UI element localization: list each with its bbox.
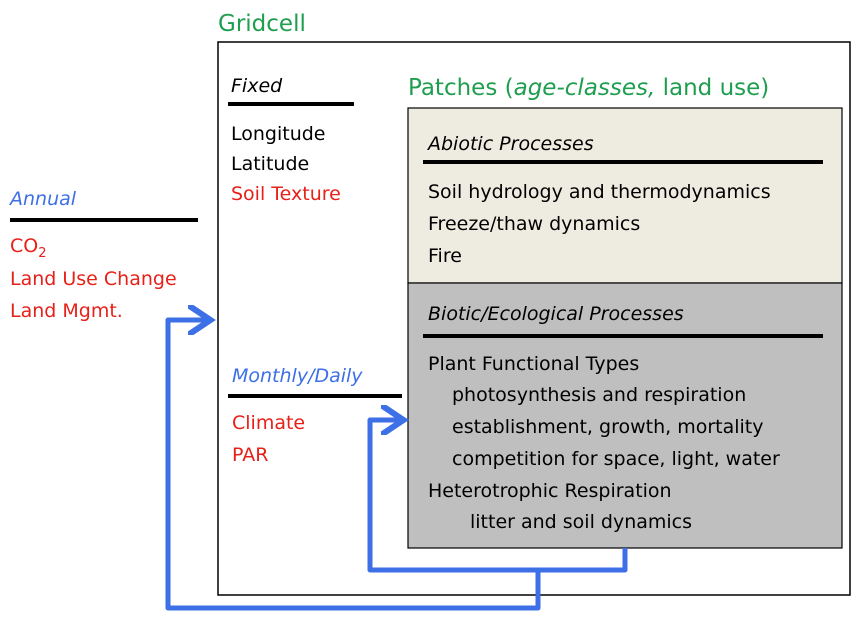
annual-co2: CO2 [10, 235, 47, 261]
monthly-item: Climate [232, 412, 305, 434]
pft-item: photosynthesis and respiration [452, 384, 746, 406]
annual-feedback-arrow [165, 320, 541, 611]
title-part: Patches ( [408, 75, 514, 101]
biotic-heading: Biotic/Ecological Processes [428, 303, 684, 325]
abiotic-item: Soil hydrology and thermodynamics [428, 181, 771, 203]
title-part: land use) [655, 75, 769, 101]
monthly-heading: Monthly/Daily [232, 365, 363, 387]
co2-sub: 2 [38, 246, 46, 261]
pft-item: establishment, growth, mortality [452, 416, 764, 438]
fixed-item: Longitude [231, 123, 326, 145]
hetero-item: litter and soil dynamics [470, 511, 692, 533]
annual-item: Land Mgmt. [10, 300, 123, 322]
annual-heading: Annual [8, 188, 77, 210]
title-part: age-classes, [514, 75, 656, 101]
monthly-feedback-arrow [367, 420, 628, 573]
pft-item: competition for space, light, water [452, 448, 780, 470]
abiotic-heading: Abiotic Processes [426, 133, 594, 155]
co2-base: CO [10, 235, 38, 257]
abiotic-box [407, 107, 843, 284]
fixed-soil: Soil Texture [231, 183, 341, 205]
fixed-heading: Fixed [231, 75, 283, 97]
abiotic-item: Fire [428, 245, 462, 267]
pft-label: Plant Functional Types [428, 353, 639, 375]
abiotic-item: Freeze/thaw dynamics [428, 213, 640, 235]
monthly-item: PAR [232, 444, 268, 466]
patches-title: Patches (age-classes, land use) [408, 75, 769, 101]
fixed-item: Latitude [231, 153, 309, 175]
gridcell-title: Gridcell [218, 11, 306, 37]
hetero-label: Heterotrophic Respiration [428, 480, 672, 502]
annual-item: Land Use Change [10, 268, 177, 290]
